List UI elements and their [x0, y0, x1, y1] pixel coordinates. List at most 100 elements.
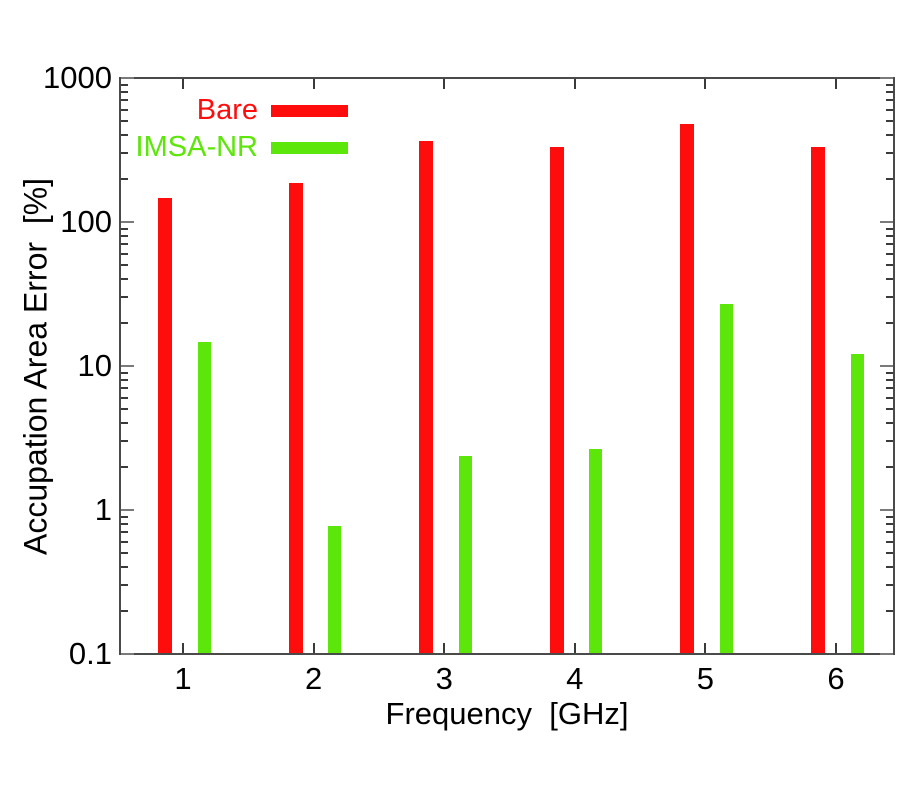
- y-minor-tick: [886, 227, 893, 230]
- y-minor-tick: [121, 387, 128, 390]
- y-minor-tick: [886, 90, 893, 93]
- x-tick: [573, 79, 576, 89]
- y-major-tick: [880, 509, 893, 511]
- y-minor-tick: [886, 371, 893, 374]
- y-minor-tick: [886, 422, 893, 425]
- bar-imsa-nr-1: [197, 341, 211, 653]
- y-major-tick: [880, 221, 893, 223]
- y-minor-tick: [886, 540, 893, 543]
- y-minor-tick: [886, 278, 893, 281]
- y-minor-tick: [121, 566, 128, 569]
- y-minor-tick: [886, 234, 893, 237]
- legend-item-imsa-nr: IMSA-NR: [133, 129, 348, 166]
- y-minor-tick: [886, 177, 893, 180]
- y-major-tick: [880, 365, 893, 367]
- x-tick: [312, 643, 315, 653]
- y-minor-tick: [121, 99, 128, 102]
- y-minor-tick: [121, 378, 128, 381]
- bar-bare-2: [288, 182, 303, 653]
- y-minor-tick: [886, 396, 893, 399]
- y-minor-tick: [886, 321, 893, 324]
- y-minor-tick: [121, 252, 128, 255]
- y-major-tick: [121, 365, 134, 367]
- plot-area: Bare IMSA-NR: [119, 77, 895, 655]
- x-tick: [573, 643, 576, 653]
- y-tick-label: 1: [94, 492, 112, 527]
- x-tick: [182, 643, 184, 653]
- y-major-tick: [880, 77, 893, 79]
- y-tick-label: 10: [77, 348, 112, 383]
- x-tick: [835, 79, 837, 89]
- y-minor-tick: [886, 83, 893, 86]
- y-minor-tick: [121, 90, 128, 93]
- x-tick: [312, 79, 315, 89]
- y-minor-tick: [121, 120, 128, 123]
- y-minor-tick: [886, 552, 893, 555]
- x-tick: [182, 79, 184, 89]
- y-minor-tick: [121, 531, 128, 534]
- y-minor-tick: [121, 515, 128, 518]
- y-minor-tick: [886, 515, 893, 518]
- bar-imsa-nr-2: [328, 526, 342, 653]
- x-axis-title: Frequency [GHz]: [385, 696, 629, 731]
- y-tick-label: 0.1: [68, 636, 112, 671]
- y-minor-tick: [121, 278, 128, 281]
- bar-imsa-nr-5: [719, 304, 733, 653]
- y-minor-tick: [886, 522, 893, 525]
- y-minor-tick: [121, 522, 128, 525]
- x-tick: [704, 79, 707, 89]
- x-tick: [443, 643, 446, 653]
- y-minor-tick: [886, 609, 893, 612]
- y-minor-tick: [886, 296, 893, 299]
- x-tick-label: 4: [566, 661, 584, 696]
- y-minor-tick: [121, 264, 128, 267]
- y-minor-tick: [121, 584, 128, 587]
- legend-label-bare: Bare: [196, 94, 258, 126]
- x-tick: [835, 643, 837, 653]
- y-minor-tick: [886, 387, 893, 390]
- y-minor-tick: [121, 134, 128, 137]
- x-tick-label: 5: [696, 661, 715, 696]
- y-minor-tick: [886, 252, 893, 255]
- y-minor-tick: [886, 440, 893, 443]
- y-major-tick: [880, 653, 893, 655]
- y-minor-tick: [886, 465, 893, 468]
- bar-imsa-nr-6: [850, 353, 864, 653]
- y-minor-tick: [121, 422, 128, 425]
- y-minor-tick: [121, 396, 128, 399]
- y-minor-tick: [121, 552, 128, 555]
- bar-bare-1: [158, 197, 172, 653]
- y-minor-tick: [886, 152, 893, 155]
- y-major-tick: [121, 77, 134, 79]
- y-minor-tick: [886, 134, 893, 137]
- y-major-tick: [121, 509, 134, 511]
- y-minor-tick: [886, 264, 893, 267]
- y-minor-tick: [121, 371, 128, 374]
- legend-label-imsa-nr: IMSA-NR: [135, 131, 258, 163]
- legend-swatch-imsa-nr: [271, 141, 348, 154]
- legend-item-bare: Bare: [133, 92, 348, 129]
- y-minor-tick: [121, 465, 128, 468]
- y-major-tick: [121, 221, 134, 223]
- bar-imsa-nr-4: [589, 449, 603, 653]
- y-tick-label: 100: [60, 204, 112, 239]
- y-tick-label: 1000: [43, 60, 112, 95]
- y-minor-tick: [886, 108, 893, 111]
- y-minor-tick: [121, 296, 128, 299]
- y-minor-tick: [886, 243, 893, 246]
- bar-imsa-nr-3: [458, 455, 472, 653]
- y-minor-tick: [121, 227, 128, 230]
- x-tick-label: 3: [435, 661, 453, 696]
- bar-bare-6: [811, 147, 825, 653]
- y-minor-tick: [886, 408, 893, 411]
- x-tick-label: 1: [174, 661, 192, 696]
- y-minor-tick: [121, 177, 128, 180]
- y-minor-tick: [121, 243, 128, 246]
- y-minor-tick: [886, 531, 893, 534]
- y-minor-tick: [121, 321, 128, 324]
- y-minor-tick: [121, 152, 128, 155]
- y-minor-tick: [886, 99, 893, 102]
- bar-bare-5: [680, 124, 695, 653]
- x-tick: [443, 79, 446, 89]
